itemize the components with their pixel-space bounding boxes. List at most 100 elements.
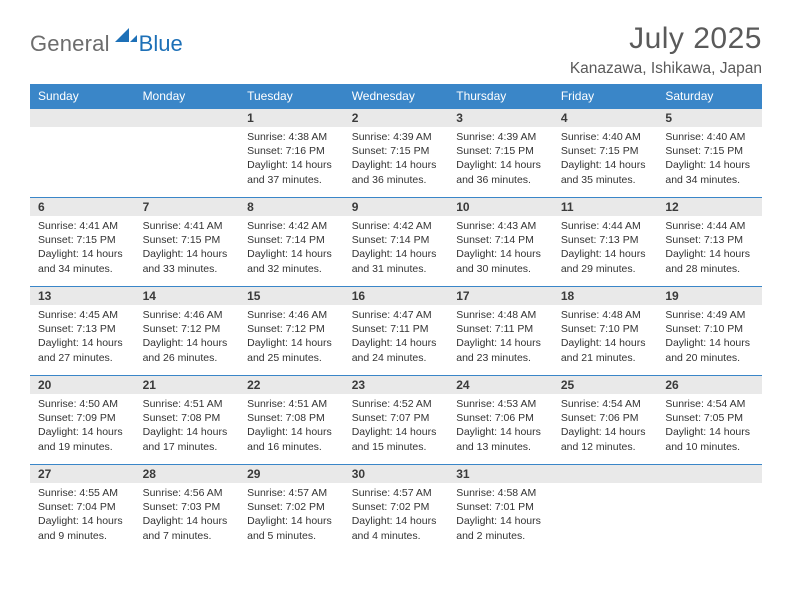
sunset-text: Sunset: 7:15 PM: [352, 144, 443, 158]
daylight-text: Daylight: 14 hours and 27 minutes.: [38, 336, 129, 364]
day-details: Sunrise: 4:57 AMSunset: 7:02 PMDaylight:…: [344, 483, 449, 547]
sunrise-text: Sunrise: 4:39 AM: [456, 130, 547, 144]
sunset-text: Sunset: 7:11 PM: [456, 322, 547, 336]
sunrise-text: Sunrise: 4:53 AM: [456, 397, 547, 411]
day-details: Sunrise: 4:46 AMSunset: 7:12 PMDaylight:…: [135, 305, 240, 369]
daylight-text: Daylight: 14 hours and 17 minutes.: [143, 425, 234, 453]
calendar-table: SundayMondayTuesdayWednesdayThursdayFrid…: [30, 84, 762, 553]
day-number: 23: [344, 375, 449, 394]
day-number: 5: [657, 108, 762, 127]
weekday-header: Saturday: [657, 84, 762, 108]
sunrise-text: Sunrise: 4:54 AM: [665, 397, 756, 411]
weekday-header: Monday: [135, 84, 240, 108]
calendar-week-row: 6Sunrise: 4:41 AMSunset: 7:15 PMDaylight…: [30, 197, 762, 286]
brand-mark-icon: [115, 28, 137, 47]
sunset-text: Sunset: 7:15 PM: [456, 144, 547, 158]
sunset-text: Sunset: 7:05 PM: [665, 411, 756, 425]
sunrise-text: Sunrise: 4:48 AM: [456, 308, 547, 322]
month-year-title: July 2025: [570, 22, 762, 56]
day-number: [553, 464, 658, 483]
day-number: 9: [344, 197, 449, 216]
sunrise-text: Sunrise: 4:41 AM: [38, 219, 129, 233]
daylight-text: Daylight: 14 hours and 2 minutes.: [456, 514, 547, 542]
daylight-text: Daylight: 14 hours and 5 minutes.: [247, 514, 338, 542]
day-details: Sunrise: 4:51 AMSunset: 7:08 PMDaylight:…: [239, 394, 344, 458]
day-details: Sunrise: 4:41 AMSunset: 7:15 PMDaylight:…: [30, 216, 135, 280]
calendar-body: 1Sunrise: 4:38 AMSunset: 7:16 PMDaylight…: [30, 108, 762, 553]
day-details: Sunrise: 4:44 AMSunset: 7:13 PMDaylight:…: [657, 216, 762, 280]
daylight-text: Daylight: 14 hours and 34 minutes.: [665, 158, 756, 186]
sunrise-text: Sunrise: 4:44 AM: [561, 219, 652, 233]
day-details: Sunrise: 4:52 AMSunset: 7:07 PMDaylight:…: [344, 394, 449, 458]
calendar-header-row: SundayMondayTuesdayWednesdayThursdayFrid…: [30, 84, 762, 108]
daylight-text: Daylight: 14 hours and 36 minutes.: [352, 158, 443, 186]
day-details: Sunrise: 4:42 AMSunset: 7:14 PMDaylight:…: [344, 216, 449, 280]
calendar-day-cell: 29Sunrise: 4:57 AMSunset: 7:02 PMDayligh…: [239, 464, 344, 553]
sunrise-text: Sunrise: 4:39 AM: [352, 130, 443, 144]
day-number: 19: [657, 286, 762, 305]
calendar-day-cell: 27Sunrise: 4:55 AMSunset: 7:04 PMDayligh…: [30, 464, 135, 553]
daylight-text: Daylight: 14 hours and 4 minutes.: [352, 514, 443, 542]
sunrise-text: Sunrise: 4:38 AM: [247, 130, 338, 144]
daylight-text: Daylight: 14 hours and 24 minutes.: [352, 336, 443, 364]
sunset-text: Sunset: 7:13 PM: [38, 322, 129, 336]
calendar-day-cell: 16Sunrise: 4:47 AMSunset: 7:11 PMDayligh…: [344, 286, 449, 375]
day-details: Sunrise: 4:56 AMSunset: 7:03 PMDaylight:…: [135, 483, 240, 547]
weekday-header: Sunday: [30, 84, 135, 108]
sunrise-text: Sunrise: 4:42 AM: [247, 219, 338, 233]
sunrise-text: Sunrise: 4:44 AM: [665, 219, 756, 233]
calendar-day-cell: 5Sunrise: 4:40 AMSunset: 7:15 PMDaylight…: [657, 108, 762, 197]
calendar-day-cell: 28Sunrise: 4:56 AMSunset: 7:03 PMDayligh…: [135, 464, 240, 553]
calendar-day-cell: 22Sunrise: 4:51 AMSunset: 7:08 PMDayligh…: [239, 375, 344, 464]
daylight-text: Daylight: 14 hours and 29 minutes.: [561, 247, 652, 275]
sunrise-text: Sunrise: 4:47 AM: [352, 308, 443, 322]
sunset-text: Sunset: 7:15 PM: [38, 233, 129, 247]
day-details: Sunrise: 4:57 AMSunset: 7:02 PMDaylight:…: [239, 483, 344, 547]
calendar-day-cell: 13Sunrise: 4:45 AMSunset: 7:13 PMDayligh…: [30, 286, 135, 375]
calendar-week-row: 27Sunrise: 4:55 AMSunset: 7:04 PMDayligh…: [30, 464, 762, 553]
day-number: [657, 464, 762, 483]
sunset-text: Sunset: 7:06 PM: [561, 411, 652, 425]
calendar-day-cell: 30Sunrise: 4:57 AMSunset: 7:02 PMDayligh…: [344, 464, 449, 553]
day-details: Sunrise: 4:48 AMSunset: 7:11 PMDaylight:…: [448, 305, 553, 369]
sunrise-text: Sunrise: 4:40 AM: [665, 130, 756, 144]
day-number: 28: [135, 464, 240, 483]
day-details: Sunrise: 4:41 AMSunset: 7:15 PMDaylight:…: [135, 216, 240, 280]
calendar-day-cell: 7Sunrise: 4:41 AMSunset: 7:15 PMDaylight…: [135, 197, 240, 286]
day-number: 10: [448, 197, 553, 216]
sunrise-text: Sunrise: 4:51 AM: [143, 397, 234, 411]
day-details: Sunrise: 4:58 AMSunset: 7:01 PMDaylight:…: [448, 483, 553, 547]
day-number: 12: [657, 197, 762, 216]
weekday-header: Wednesday: [344, 84, 449, 108]
calendar-day-cell: 20Sunrise: 4:50 AMSunset: 7:09 PMDayligh…: [30, 375, 135, 464]
calendar-day-cell: 9Sunrise: 4:42 AMSunset: 7:14 PMDaylight…: [344, 197, 449, 286]
daylight-text: Daylight: 14 hours and 15 minutes.: [352, 425, 443, 453]
day-number: 27: [30, 464, 135, 483]
day-number: 2: [344, 108, 449, 127]
calendar-day-cell: 10Sunrise: 4:43 AMSunset: 7:14 PMDayligh…: [448, 197, 553, 286]
calendar-day-cell: 11Sunrise: 4:44 AMSunset: 7:13 PMDayligh…: [553, 197, 658, 286]
day-details: Sunrise: 4:40 AMSunset: 7:15 PMDaylight:…: [657, 127, 762, 191]
sunset-text: Sunset: 7:02 PM: [352, 500, 443, 514]
day-number: 18: [553, 286, 658, 305]
daylight-text: Daylight: 14 hours and 30 minutes.: [456, 247, 547, 275]
daylight-text: Daylight: 14 hours and 25 minutes.: [247, 336, 338, 364]
day-number: 1: [239, 108, 344, 127]
calendar-day-cell: 3Sunrise: 4:39 AMSunset: 7:15 PMDaylight…: [448, 108, 553, 197]
day-number: 13: [30, 286, 135, 305]
day-number: 30: [344, 464, 449, 483]
daylight-text: Daylight: 14 hours and 23 minutes.: [456, 336, 547, 364]
day-details: Sunrise: 4:49 AMSunset: 7:10 PMDaylight:…: [657, 305, 762, 369]
calendar-day-cell: 18Sunrise: 4:48 AMSunset: 7:10 PMDayligh…: [553, 286, 658, 375]
weekday-header: Tuesday: [239, 84, 344, 108]
day-details: Sunrise: 4:39 AMSunset: 7:15 PMDaylight:…: [448, 127, 553, 191]
calendar-day-cell: [553, 464, 658, 553]
calendar-day-cell: 21Sunrise: 4:51 AMSunset: 7:08 PMDayligh…: [135, 375, 240, 464]
calendar-day-cell: 19Sunrise: 4:49 AMSunset: 7:10 PMDayligh…: [657, 286, 762, 375]
calendar-day-cell: 1Sunrise: 4:38 AMSunset: 7:16 PMDaylight…: [239, 108, 344, 197]
daylight-text: Daylight: 14 hours and 20 minutes.: [665, 336, 756, 364]
day-details: Sunrise: 4:47 AMSunset: 7:11 PMDaylight:…: [344, 305, 449, 369]
sunset-text: Sunset: 7:10 PM: [665, 322, 756, 336]
day-number: 14: [135, 286, 240, 305]
calendar-day-cell: 8Sunrise: 4:42 AMSunset: 7:14 PMDaylight…: [239, 197, 344, 286]
